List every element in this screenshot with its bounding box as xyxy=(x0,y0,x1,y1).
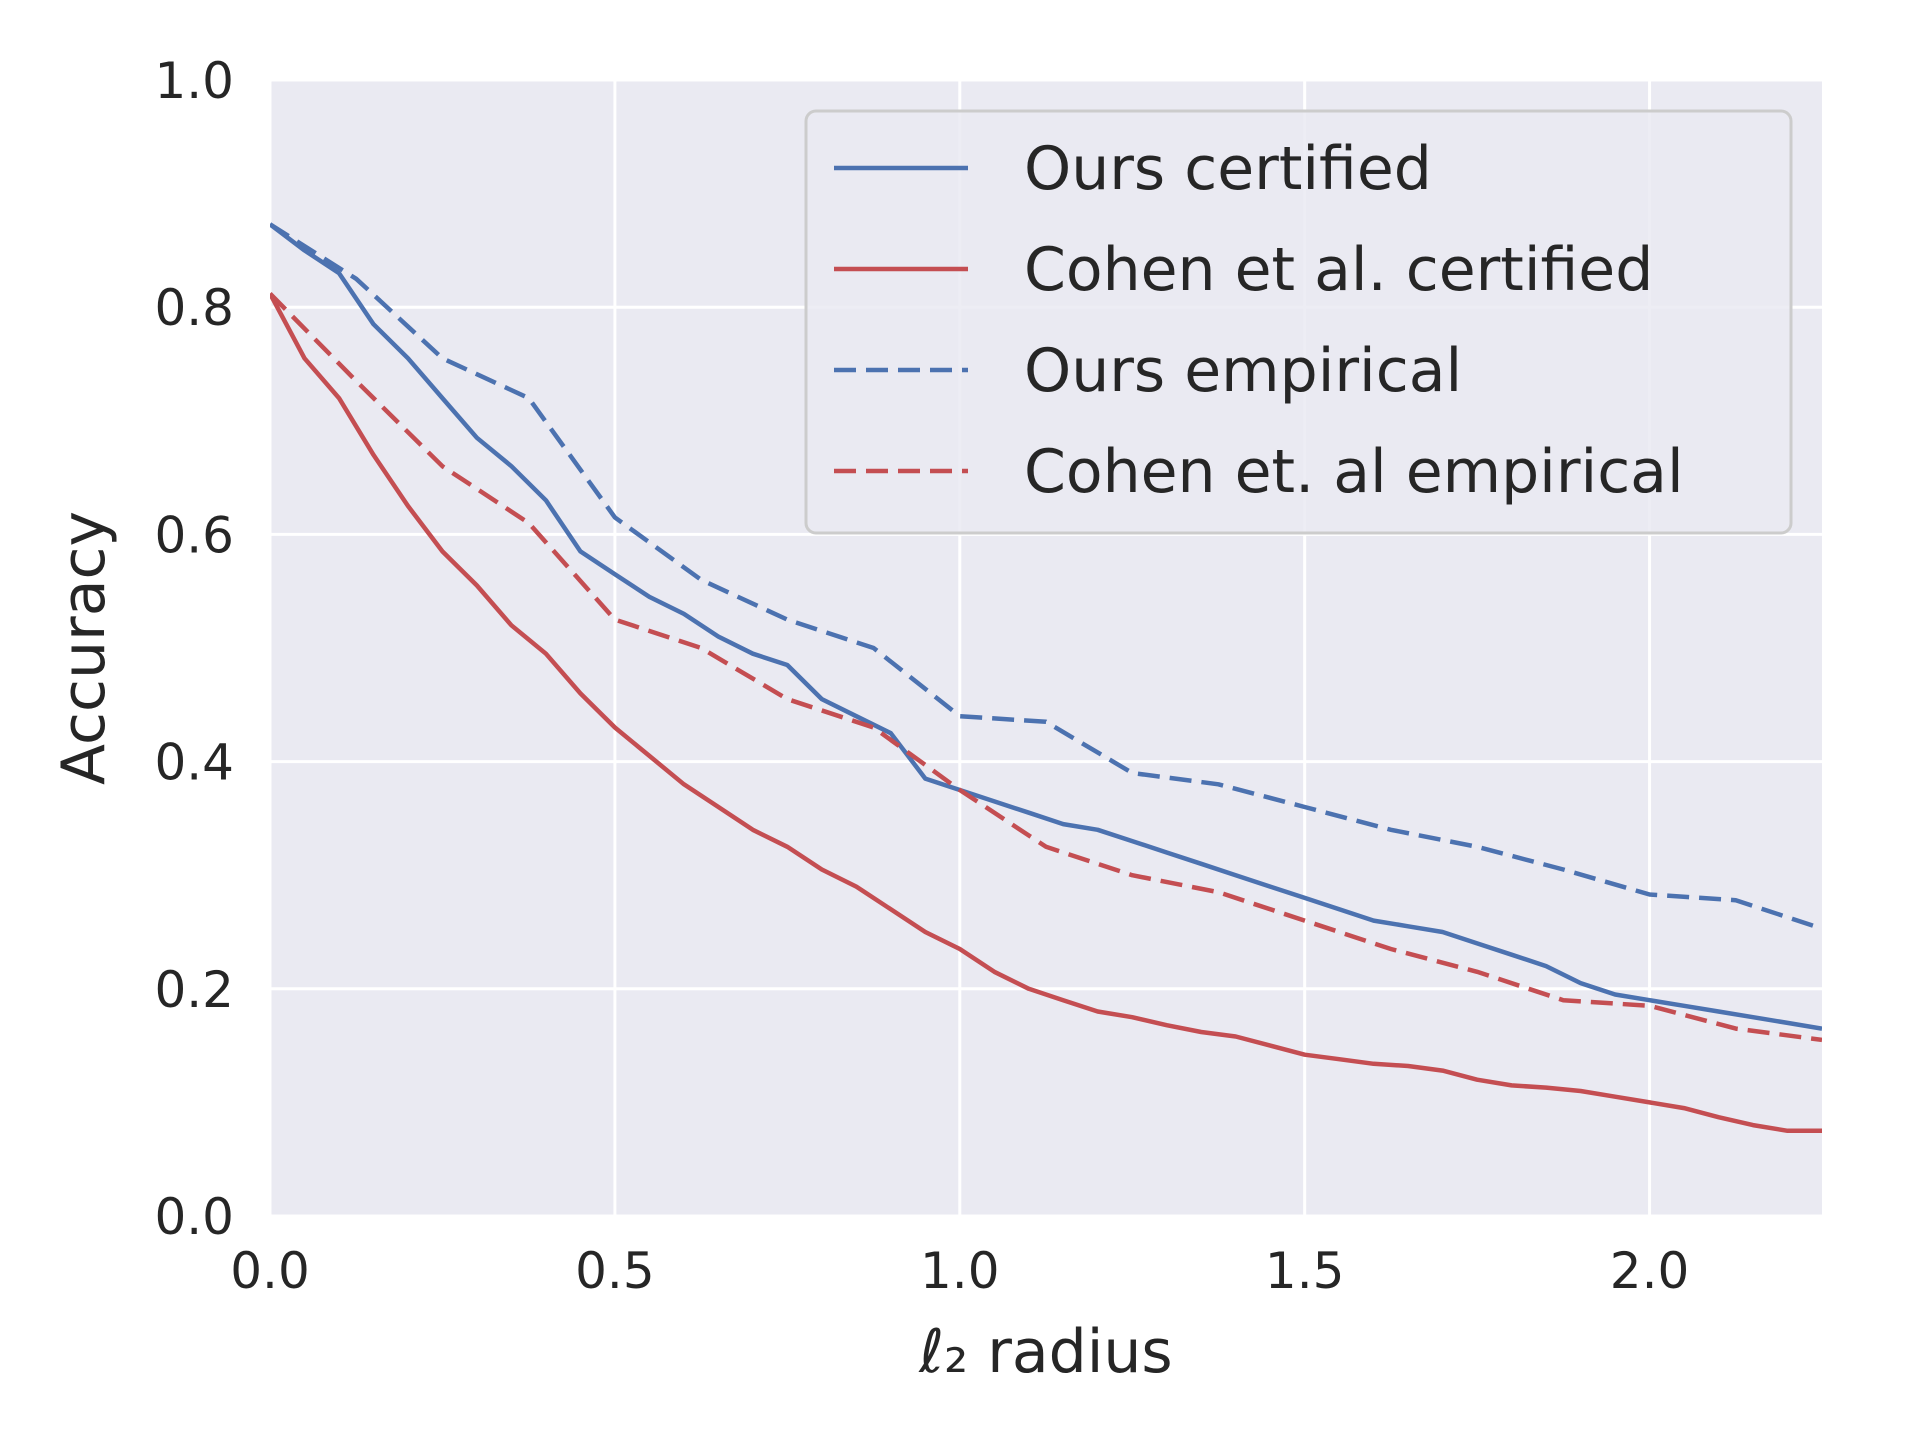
y-tick-label: 0.2 xyxy=(154,961,234,1019)
legend-box xyxy=(804,109,1793,535)
series-line-4 xyxy=(270,292,1822,1043)
series-line-1 xyxy=(270,222,1822,1031)
series-line-2 xyxy=(270,292,1822,1134)
x-tick-label: 0.0 xyxy=(230,1242,310,1300)
x-tick-label: 2.0 xyxy=(1610,1242,1690,1300)
y-tick-label: 1.0 xyxy=(154,52,234,110)
legend-label: Cohen et al. certified xyxy=(1024,235,1653,305)
y-tick-label: 0.0 xyxy=(154,1188,234,1246)
y-tick-label: 0.8 xyxy=(154,279,234,337)
legend: Ours certified Cohen et al. certified Ours… xyxy=(804,109,1793,535)
x-tick-label: 0.5 xyxy=(575,1242,655,1300)
x-tick-label: 1.5 xyxy=(1265,1242,1345,1300)
series-lines xyxy=(270,222,1822,1134)
x-tick-label: 1.0 xyxy=(920,1242,1000,1300)
legend-label: Ours empirical xyxy=(1024,336,1462,406)
y-tick-label: 0.4 xyxy=(154,734,234,792)
legend-label: Cohen et. al empirical xyxy=(1024,437,1684,507)
y-tick-labels: 0.0 0.2 0.4 0.6 0.8 1.0 xyxy=(154,52,234,1246)
series-line-3 xyxy=(270,222,1822,931)
y-axis-label: Accuracy xyxy=(49,511,119,785)
x-axis-label: ℓ₂ radius xyxy=(918,1317,1172,1387)
legend-label: Ours certified xyxy=(1024,134,1432,204)
y-tick-label: 0.6 xyxy=(154,506,234,564)
x-tick-labels: 0.0 0.5 1.0 1.5 2.0 xyxy=(230,1242,1689,1300)
